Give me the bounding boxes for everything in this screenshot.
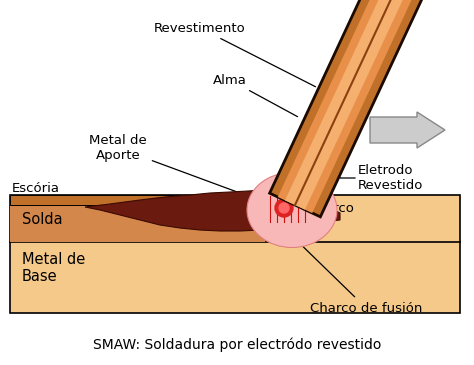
Text: Alma: Alma [213, 73, 298, 117]
Bar [10, 195, 245, 205]
Text: Charco de fusión: Charco de fusión [290, 234, 422, 315]
Polygon shape [85, 190, 340, 231]
Text: Escória: Escória [12, 181, 60, 195]
Polygon shape [278, 0, 422, 213]
Ellipse shape [247, 173, 337, 247]
Bar [10, 195, 265, 242]
Circle shape [275, 199, 293, 217]
Polygon shape [285, 0, 415, 210]
Bar [10, 195, 460, 313]
Polygon shape [270, 0, 430, 217]
Text: Solda: Solda [22, 212, 63, 227]
Text: Eletrodo
Revestido: Eletrodo Revestido [358, 164, 423, 192]
Text: Revestimento: Revestimento [154, 22, 316, 87]
Text: Metal de
Base: Metal de Base [22, 252, 85, 284]
Text: Metal de
Aporte: Metal de Aporte [89, 134, 246, 195]
Text: SMAW: Soldadura por electródo revestido: SMAW: Soldadura por electródo revestido [93, 338, 381, 352]
Circle shape [279, 203, 289, 213]
FancyArrow shape [370, 112, 445, 148]
Text: Arco: Arco [301, 201, 355, 215]
